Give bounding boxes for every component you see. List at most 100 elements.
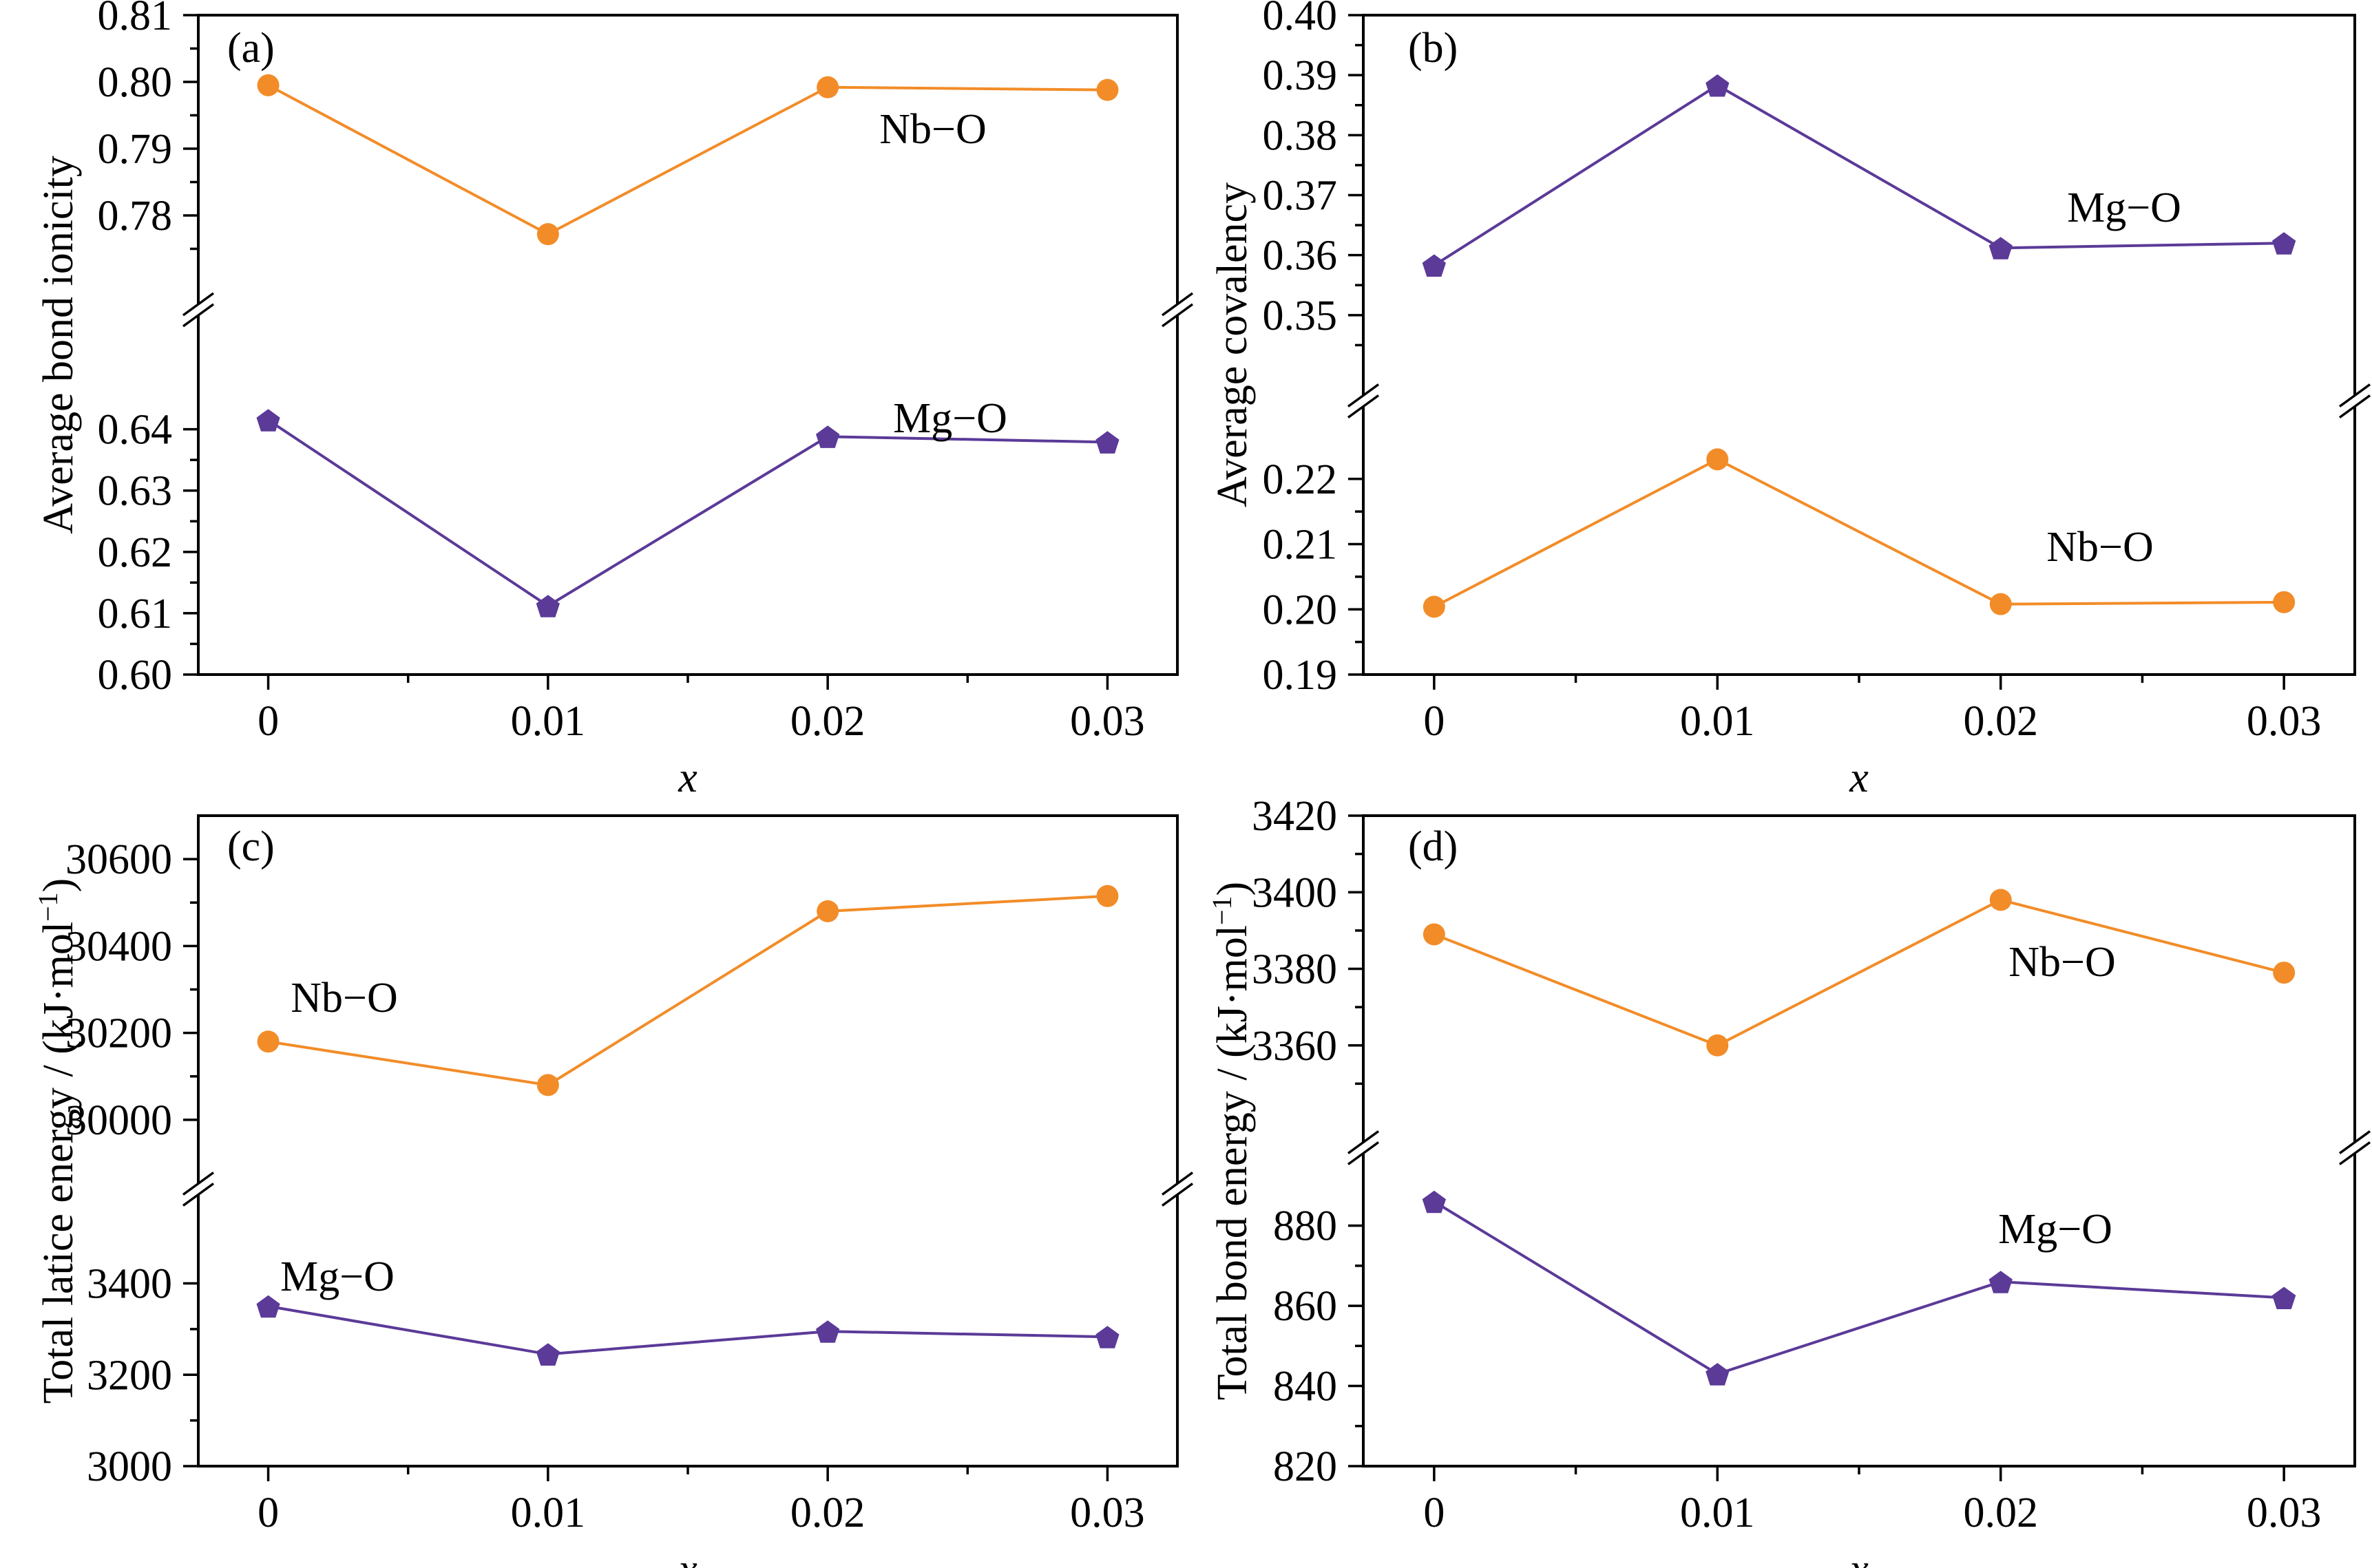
x-axis-label: x <box>1849 1546 1869 1568</box>
x-tick-label: 0.01 <box>1680 1490 1755 1536</box>
data-point-nb-o <box>1423 595 1445 618</box>
panel-label: (a) <box>227 25 275 72</box>
lower-y-tick-label: 3400 <box>87 1261 172 1308</box>
axis-break-mark <box>1161 1172 1194 1196</box>
x-tick-label: 0.03 <box>1070 1490 1145 1536</box>
panel-label: (b) <box>1408 25 1458 72</box>
data-point-mg-o <box>256 409 280 432</box>
data-point-nb-o <box>2273 591 2296 613</box>
axis-break-mark <box>182 1183 215 1207</box>
x-tick-label: 0.02 <box>790 1490 865 1536</box>
panel-label: (d) <box>1408 823 1458 870</box>
axis-break-mark <box>2338 394 2371 419</box>
x-tick-label: 0 <box>1423 698 1445 745</box>
upper-y-tick-label: 3360 <box>1252 1023 1337 1070</box>
upper-y-tick-label: 3400 <box>1252 869 1337 916</box>
series-line-mg-o <box>1433 1200 2285 1376</box>
x-tick-label: 0.03 <box>1070 698 1145 745</box>
data-point-nb-o <box>1096 78 1119 101</box>
x-axis-label: x <box>1849 754 1869 801</box>
series-label: Mg−O <box>1998 1206 2112 1253</box>
data-point-mg-o <box>1988 237 2013 259</box>
upper-y-tick-label: 30000 <box>65 1097 172 1144</box>
upper-y-tick-label: 0.38 <box>1263 112 1338 159</box>
x-tick-label: 0 <box>1423 1490 1445 1536</box>
lower-y-tick-label: 0.61 <box>98 591 173 637</box>
upper-y-tick-label: 0.36 <box>1263 233 1338 279</box>
series-line-nb-o <box>1434 898 2285 1047</box>
axis-break-mark <box>1347 1141 1380 1165</box>
lower-y-tick-label: 0.19 <box>1263 652 1338 699</box>
axis-break-mark <box>182 292 215 317</box>
data-point-mg-o <box>816 425 840 448</box>
data-point-nb-o <box>1706 448 1729 471</box>
data-point-mg-o <box>1422 1190 1446 1214</box>
axis-break-mark <box>1161 1183 1194 1207</box>
data-point-mg-o <box>1095 431 1120 454</box>
upper-y-tick-label: 0.35 <box>1263 293 1338 339</box>
data-point-mg-o <box>1988 1271 2013 1293</box>
data-point-mg-o <box>1705 1363 1730 1386</box>
y-axis-label: Total latice energy / (kJ·mol−1) <box>32 878 82 1404</box>
series-line-nb-o <box>1433 458 2285 608</box>
axis-break-mark <box>1347 1130 1380 1154</box>
upper-y-tick-label: 0.37 <box>1263 173 1338 220</box>
data-point-mg-o <box>536 595 560 617</box>
axis-break-mark <box>2338 1130 2371 1154</box>
data-point-nb-o <box>1989 593 2012 615</box>
axis-break-mark <box>182 1172 215 1196</box>
x-axis-label: x <box>678 1546 697 1568</box>
series-line-nb-o <box>268 894 1108 1087</box>
upper-y-tick-label: 0.78 <box>98 193 173 240</box>
upper-y-tick-label: 0.40 <box>1263 0 1338 39</box>
x-axis-label: x <box>678 754 697 801</box>
series-line-mg-o <box>267 419 1108 608</box>
data-point-nb-o <box>257 1030 280 1053</box>
y-axis-label: Total bond energy / (kJ·mol−1) <box>1206 882 1256 1400</box>
data-point-nb-o <box>2273 962 2296 984</box>
series-label: Mg−O <box>2067 184 2181 231</box>
data-point-mg-o <box>1422 254 1446 277</box>
lower-y-tick-label: 860 <box>1273 1283 1337 1330</box>
lower-y-tick-label: 0.21 <box>1263 522 1338 569</box>
upper-y-tick-label: 30200 <box>65 1010 172 1057</box>
data-point-nb-o <box>1096 884 1119 907</box>
x-tick-label: 0.03 <box>2247 698 2322 745</box>
x-tick-label: 0.01 <box>1680 698 1755 745</box>
axis-break-mark <box>1161 303 1194 328</box>
panel-2: 0 0.01 0.02 0.03 x 30000 30200 30400 30600 3000 32… <box>32 814 1194 1568</box>
data-point-nb-o <box>1989 889 2012 911</box>
x-tick-label: 0.01 <box>511 698 586 745</box>
axis-break-mark <box>1161 292 1194 317</box>
panel-1: 0 0.01 0.02 0.03 x 0.35 0.36 0.37 0.38 0.39 0.40 0.… <box>1209 0 2371 801</box>
series-label: Mg−O <box>893 395 1007 442</box>
axis-break-mark <box>1347 383 1380 407</box>
series-label: Nb−O <box>2046 524 2154 571</box>
series-label: Nb−O <box>879 106 987 153</box>
series-line-nb-o <box>267 84 1108 236</box>
data-point-nb-o <box>257 74 280 96</box>
lower-y-tick-label: 0.20 <box>1263 586 1338 633</box>
upper-y-tick-label: 0.39 <box>1263 52 1338 99</box>
axes-frame <box>1362 814 2356 1468</box>
axis-break-mark <box>2338 383 2371 407</box>
x-tick-label: 0.02 <box>790 698 865 745</box>
data-point-mg-o <box>536 1343 560 1366</box>
y-axis-label: Average bond ionicity <box>35 156 82 534</box>
axis-break-mark <box>2338 1141 2371 1165</box>
data-point-mg-o <box>2272 232 2296 255</box>
axes-frame <box>1362 14 2356 676</box>
lower-y-tick-label: 0.22 <box>1263 456 1338 503</box>
panel-label: (c) <box>227 823 275 870</box>
data-point-nb-o <box>817 76 839 98</box>
x-tick-label: 0.02 <box>1963 1490 2038 1536</box>
upper-y-tick-label: 0.79 <box>98 126 173 173</box>
data-point-nb-o <box>1423 923 1445 946</box>
axes-frame <box>197 14 1179 676</box>
x-tick-label: 0.02 <box>1963 698 2038 745</box>
x-tick-label: 0 <box>258 698 279 745</box>
lower-y-tick-label: 3000 <box>87 1443 172 1490</box>
lower-y-tick-label: 820 <box>1273 1443 1337 1490</box>
x-tick-label: 0 <box>258 1490 279 1536</box>
axes-frame <box>197 814 1179 1468</box>
